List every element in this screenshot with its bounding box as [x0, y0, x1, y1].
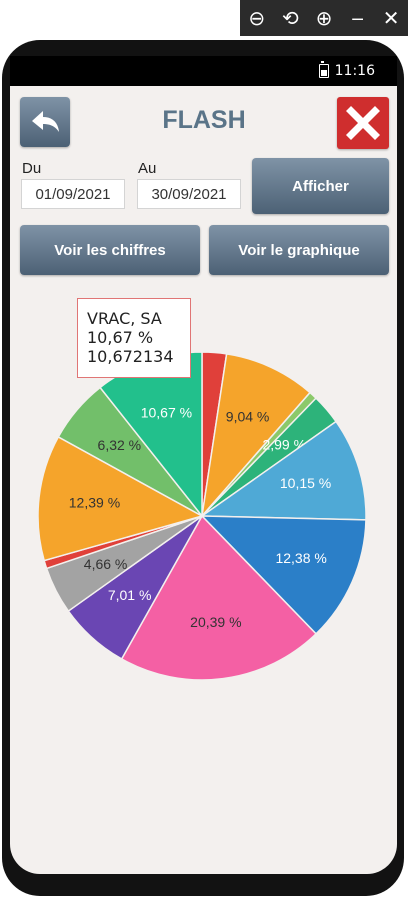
- slice-label: 10,67 %: [141, 404, 192, 420]
- page-title: FLASH: [162, 106, 246, 134]
- slice-label: 12,38 %: [275, 550, 326, 566]
- tooltip-percent: 10,67 %: [87, 328, 154, 347]
- from-label: Du: [22, 160, 42, 177]
- back-button[interactable]: [20, 97, 70, 147]
- tooltip-value: 10,672134: [87, 347, 174, 366]
- view-numbers-button[interactable]: Voir les chiffres: [20, 225, 200, 275]
- close-button[interactable]: [337, 97, 389, 149]
- zoom-icon[interactable]: ⊕: [315, 6, 333, 30]
- pie-slice[interactable]: [199, 420, 367, 521]
- show-button[interactable]: Afficher: [252, 158, 389, 214]
- pie-slice[interactable]: [120, 514, 318, 681]
- slice-label: 7,01 %: [108, 587, 152, 603]
- emulator-toolbar: ⊖ ⟲ ⊕ ‒ ✕: [240, 0, 408, 36]
- pie-slice[interactable]: [37, 435, 204, 562]
- close-window-icon[interactable]: ✕: [382, 6, 400, 30]
- minimize-icon[interactable]: ‒: [351, 6, 364, 30]
- slice-label: 4,66 %: [84, 556, 128, 572]
- chart-tooltip: VRAC, SA 10,67 % 10,672134: [77, 298, 191, 378]
- pie-slice[interactable]: [200, 353, 312, 519]
- view-chart-button[interactable]: Voir le graphique: [209, 225, 389, 275]
- slice-label: 6,32 %: [98, 437, 142, 453]
- slice-label: 2,99 %: [262, 436, 306, 452]
- to-label: Au: [138, 160, 157, 177]
- status-time: 11:16: [334, 63, 375, 79]
- rotate-icon[interactable]: ⟲: [282, 6, 299, 30]
- slice-label: 12,39 %: [69, 494, 120, 510]
- to-date-input[interactable]: 30/09/2021: [137, 179, 241, 209]
- slice-label: 10,15 %: [280, 475, 331, 491]
- slice-label: 20,39 %: [190, 614, 241, 630]
- slice-label: 9,04 %: [226, 409, 270, 425]
- status-bar: 11:16: [10, 56, 397, 86]
- back-circle-icon[interactable]: ⊖: [248, 6, 266, 30]
- emulator-bar: ⊖ ⟲ ⊕ ‒ ✕: [0, 0, 408, 38]
- back-arrow-icon: [32, 111, 59, 132]
- from-date-input[interactable]: 01/09/2021: [21, 179, 125, 209]
- battery-icon: [318, 61, 329, 78]
- close-icon: [346, 106, 380, 140]
- tooltip-name: VRAC, SA: [87, 309, 162, 328]
- pie-slice[interactable]: [200, 515, 367, 635]
